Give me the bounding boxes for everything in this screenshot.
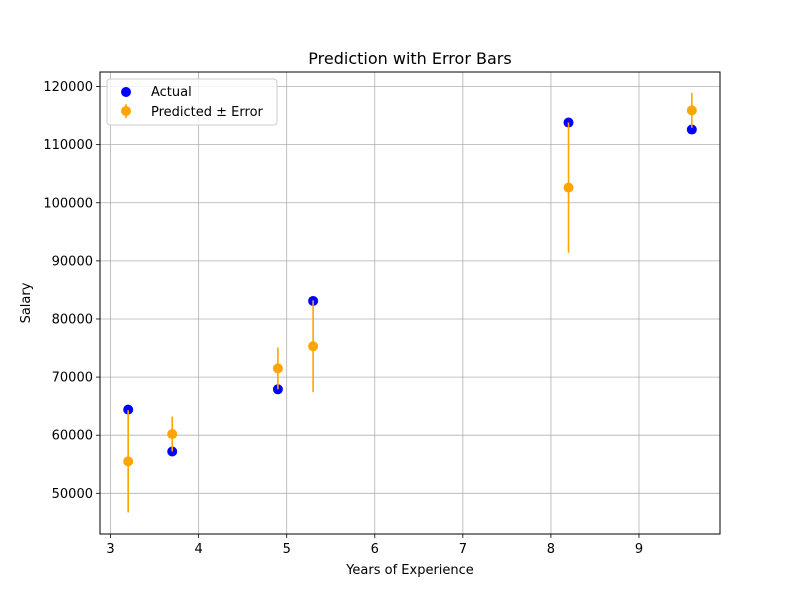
actual-point [123, 404, 134, 415]
y-tick-label: 70000 [52, 371, 93, 386]
predicted-point [308, 341, 319, 352]
x-tick-label: 9 [635, 542, 643, 557]
y-tick-label: 90000 [52, 254, 93, 269]
plot-data [123, 92, 697, 513]
plot-frame [99, 71, 721, 535]
predicted-point [563, 182, 574, 193]
predicted-point [272, 363, 283, 374]
axis-ticks: 3 4 5 6 7 8 9 50000 60000 70000 80000 90000 100000 11… [43, 80, 643, 557]
y-axis-label: Salary [19, 282, 34, 323]
y-tick-label: 80000 [52, 312, 93, 327]
x-tick-label: 5 [283, 542, 291, 557]
actual-point [686, 124, 697, 135]
predicted-point [167, 429, 178, 440]
x-tick-label: 8 [547, 542, 555, 557]
legend-actual-marker [121, 87, 131, 97]
chart-title: Prediction with Error Bars [308, 49, 511, 68]
y-tick-label: 110000 [43, 138, 93, 153]
predicted-point [686, 105, 697, 116]
predicted-point [123, 456, 134, 467]
y-tick-label: 50000 [52, 487, 93, 502]
x-tick-label: 3 [106, 542, 114, 557]
y-tick-label: 120000 [43, 80, 93, 95]
legend-predicted-label: Predicted ± Error [151, 105, 264, 120]
legend: Actual Predicted ± Error [106, 78, 278, 126]
legend-actual-label: Actual [151, 85, 192, 100]
grid-lines [100, 72, 720, 534]
y-tick-label: 60000 [52, 429, 93, 444]
x-tick-label: 6 [371, 542, 379, 557]
y-tick-label: 100000 [43, 196, 93, 211]
x-tick-label: 7 [459, 542, 467, 557]
x-tick-label: 4 [194, 542, 202, 557]
x-axis-label: Years of Experience [345, 563, 474, 578]
legend-predicted-marker [121, 106, 131, 116]
legend-box [106, 78, 278, 126]
